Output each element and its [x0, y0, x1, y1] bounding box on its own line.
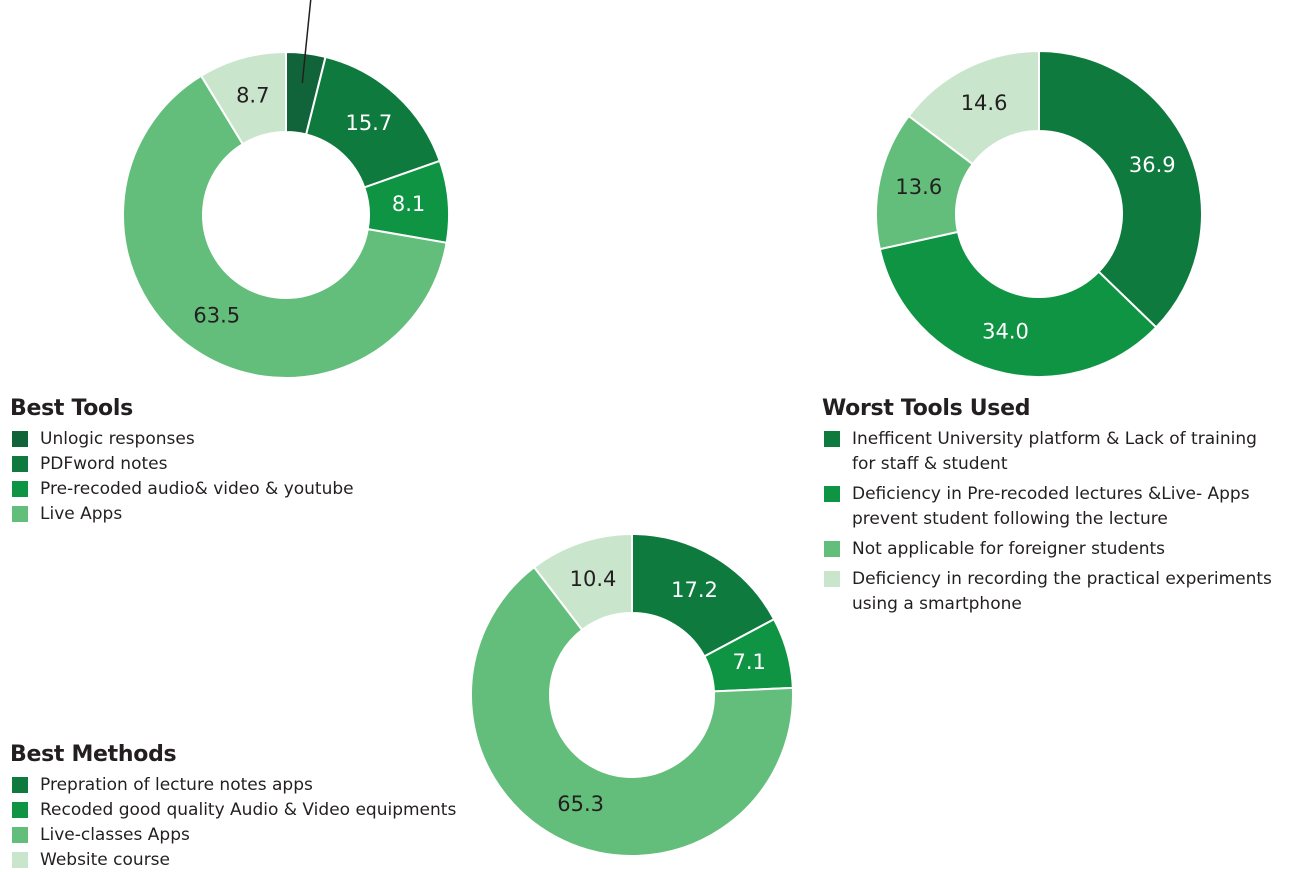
legend-label: Deficiency in Pre-recoded lectures &Live…: [852, 484, 1250, 529]
donut-slice: [470, 565, 794, 857]
legend-swatch: [12, 802, 28, 818]
legend: Worst Tools Used Inefficent University pl…: [822, 396, 1272, 622]
legend-label: Live Apps: [40, 504, 123, 524]
legend-item: Inefficent University platform & Lack of…: [822, 427, 1272, 477]
legend-swatch: [824, 486, 840, 502]
legend-swatch: [12, 827, 28, 843]
data-label: 7.1: [732, 650, 765, 674]
legend-swatch: [12, 431, 28, 447]
data-label: 13.6: [895, 175, 942, 199]
legend-item: Recoded good quality Audio & Video equip…: [10, 798, 456, 823]
leader-line: [301, 0, 312, 84]
legend-swatch: [12, 456, 28, 472]
legend-item: Website course: [10, 848, 456, 872]
data-label: 65.3: [557, 792, 604, 816]
legend: Best Tools Unlogic responses PDFword notes…: [10, 396, 354, 527]
legend-item: Live Apps: [10, 502, 354, 527]
legend: Best Methods Prepration of lecture notes …: [10, 742, 456, 872]
legend-item: Deficiency in Pre-recoded lectures &Live…: [822, 482, 1272, 532]
donut-slice: [1038, 49, 1203, 329]
legend-item: Live-classes Apps: [10, 823, 456, 848]
legend-swatch: [12, 777, 28, 793]
legend-label: Unlogic responses: [40, 429, 195, 449]
legend-item: Unlogic responses: [10, 427, 354, 452]
data-label: 14.6: [961, 91, 1008, 115]
donut-slice: [878, 230, 1158, 378]
data-label: 63.5: [193, 304, 240, 328]
donut-slice: [907, 49, 1040, 166]
legend-swatch: [824, 541, 840, 557]
legend-label: Live-classes Apps: [40, 825, 190, 845]
legend-item: Pre-recoded audio& video & youtube: [10, 477, 354, 502]
legend-label: Website course: [40, 850, 170, 870]
legend-swatch: [12, 506, 28, 522]
data-label: 8.7: [236, 84, 269, 108]
legend-swatch: [824, 571, 840, 587]
legend-label: Not applicable for foreigner students: [852, 539, 1165, 559]
legend-item: Prepration of lecture notes apps: [10, 773, 456, 798]
legend-swatch: [12, 481, 28, 497]
legend-label: Deficiency in recording the practical ex…: [852, 569, 1272, 614]
donut-slice: [532, 532, 633, 632]
legend-title: Worst Tools Used: [822, 396, 1031, 421]
legend-swatch: [12, 852, 28, 868]
legend-label: Inefficent University platform & Lack of…: [852, 429, 1257, 474]
legend-swatch: [824, 431, 840, 447]
data-label: 8.1: [392, 192, 425, 216]
legend-item: PDFword notes: [10, 452, 354, 477]
data-label: 34.0: [982, 319, 1029, 343]
legend-title: Best Tools: [10, 396, 133, 421]
donut-slice: [122, 74, 448, 379]
legend-item: Not applicable for foreigner students: [822, 537, 1272, 562]
donut-slice: [631, 532, 776, 658]
legend-title: Best Methods: [10, 742, 177, 767]
data-label: 10.4: [570, 567, 617, 591]
donut-slice: [304, 55, 442, 189]
data-label: 36.9: [1129, 153, 1176, 177]
legend-label: Recoded good quality Audio & Video equip…: [40, 800, 457, 820]
legend-label: Pre-recoded audio& video & youtube: [40, 479, 354, 499]
donut-slice: [199, 50, 287, 146]
data-label: 17.2: [671, 578, 718, 602]
legend-item: Deficiency in recording the practical ex…: [822, 567, 1272, 617]
legend-label: PDFword notes: [40, 454, 168, 474]
legend-label: Prepration of lecture notes apps: [40, 775, 313, 795]
data-label: 15.7: [345, 111, 392, 135]
